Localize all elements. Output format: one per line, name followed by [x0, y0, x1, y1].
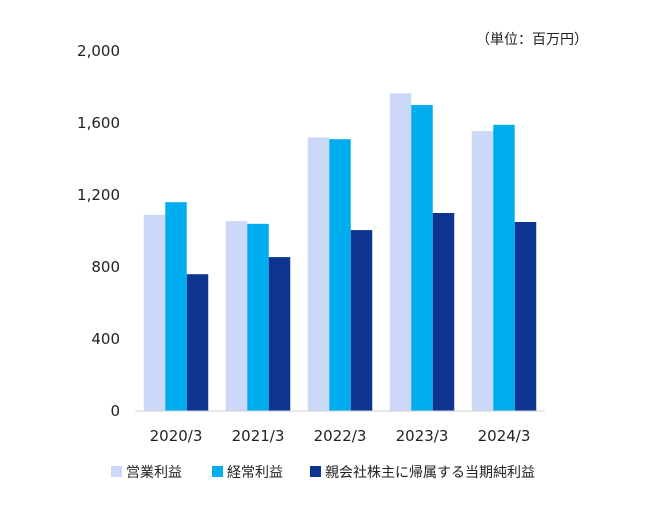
- y-tick-label: 1,600: [77, 114, 120, 132]
- bar-3-2024-3: [514, 222, 537, 411]
- unit-label: （単位：百万円）: [476, 32, 588, 48]
- bar-1-2020-3: [143, 214, 166, 411]
- legend-label-3: 親会社株主に帰属する当期純利益: [325, 464, 535, 481]
- bar-3-2020-3: [186, 274, 209, 411]
- legend-swatch-3: [310, 466, 321, 477]
- x-tick-label: 2020/3: [150, 427, 203, 445]
- bar-1-2023-3: [389, 93, 412, 412]
- bar-2-2021-3: [247, 223, 269, 411]
- y-tick-label: 1,200: [77, 186, 120, 204]
- y-tick-label: 400: [91, 330, 120, 348]
- bar-1-2022-3: [307, 137, 330, 411]
- bar-2-2024-3: [493, 124, 515, 412]
- x-tick-label: 2022/3: [314, 427, 367, 445]
- y-tick-label: 800: [91, 258, 120, 276]
- bar-1-2021-3: [225, 221, 248, 411]
- bar-2-2022-3: [329, 139, 351, 411]
- x-tick-label: 2023/3: [396, 427, 449, 445]
- bar-2-2023-3: [411, 105, 433, 411]
- y-axis-ticks: 0 400 800 1,200 1,600 2,000: [77, 42, 120, 420]
- legend-swatch-2: [212, 466, 223, 477]
- bar-3-2023-3: [432, 213, 455, 411]
- legend-label-2: 経常利益: [227, 465, 283, 481]
- legend: 営業利益 経常利益 親会社株主に帰属する当期純利益: [111, 464, 535, 481]
- bar-3-2021-3: [268, 257, 291, 411]
- legend-swatch-1: [111, 466, 122, 477]
- bar-2-2020-3: [165, 202, 187, 411]
- x-tick-label: 2024/3: [478, 427, 531, 445]
- bars: [143, 93, 537, 412]
- y-tick-label: 0: [110, 402, 120, 420]
- x-tick-label: 2021/3: [232, 427, 285, 445]
- bar-1-2024-3: [471, 131, 494, 411]
- y-tick-label: 2,000: [77, 42, 120, 60]
- x-axis-ticks: 2020/3 2021/3 2022/3 2023/3 2024/3: [150, 427, 531, 445]
- legend-label-1: 営業利益: [126, 465, 182, 481]
- bar-3-2022-3: [350, 230, 373, 411]
